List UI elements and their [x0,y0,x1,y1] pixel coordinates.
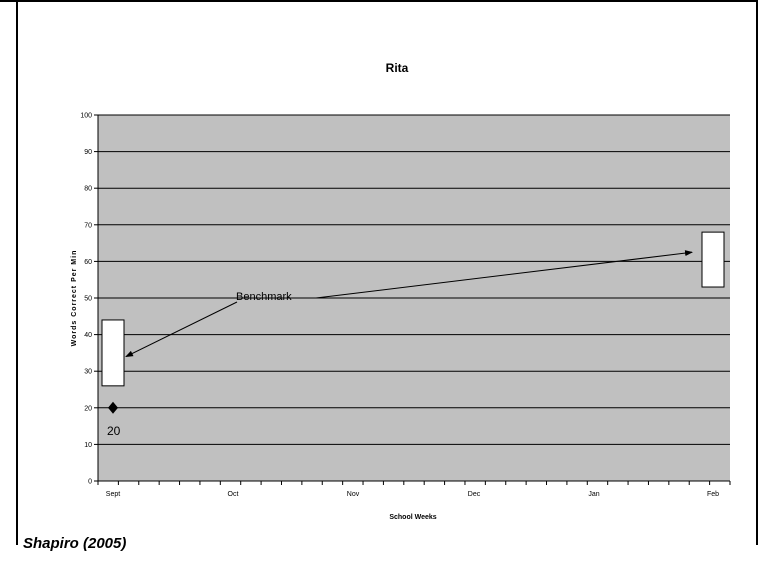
benchmark-arrow [315,250,693,299]
x-tick-label: Dec [468,491,481,498]
gridlines [98,114,730,445]
benchmark-annotation: Benchmark [236,291,292,303]
y-tick-label: 0 [88,479,92,486]
x-tick-label: Jan [588,491,599,498]
x-tick-label: Oct [228,491,239,498]
y-tick-label: 10 [84,442,92,449]
benchmark-boxes [101,231,725,387]
data-point-diamond [108,401,118,414]
benchmark-arrow [125,301,238,358]
y-axis-label: Words Correct Per Min [71,250,78,347]
x-tick-label: Nov [347,491,360,498]
x-axis-label: School Weeks [389,514,436,521]
x-tick-label: Sept [106,491,120,498]
data-label: 20 [107,424,121,438]
x-tick-label: Feb [707,491,719,498]
y-tick-label: 20 [84,405,92,412]
y-tick-label: 100 [80,113,92,120]
y-tick-label: 80 [84,186,92,193]
y-tick-label: 60 [84,259,92,266]
benchmark-arrows [125,250,693,358]
citation: Shapiro (2005) [23,535,127,552]
x-axis: Sept Oct Nov Dec Jan Feb [97,480,731,498]
benchmark-box [101,319,125,387]
y-tick-label: 30 [84,369,92,376]
benchmark-box [701,231,725,288]
y-tick-label: 40 [84,332,92,339]
y-tick-label: 70 [84,222,92,229]
y-tick-label: 90 [84,149,92,156]
data-points: 20 [107,401,121,438]
chart-title: Rita [386,61,409,75]
y-tick-label: 50 [84,296,92,303]
y-axis: 0 10 20 30 40 50 60 70 80 90 100 [80,113,99,486]
